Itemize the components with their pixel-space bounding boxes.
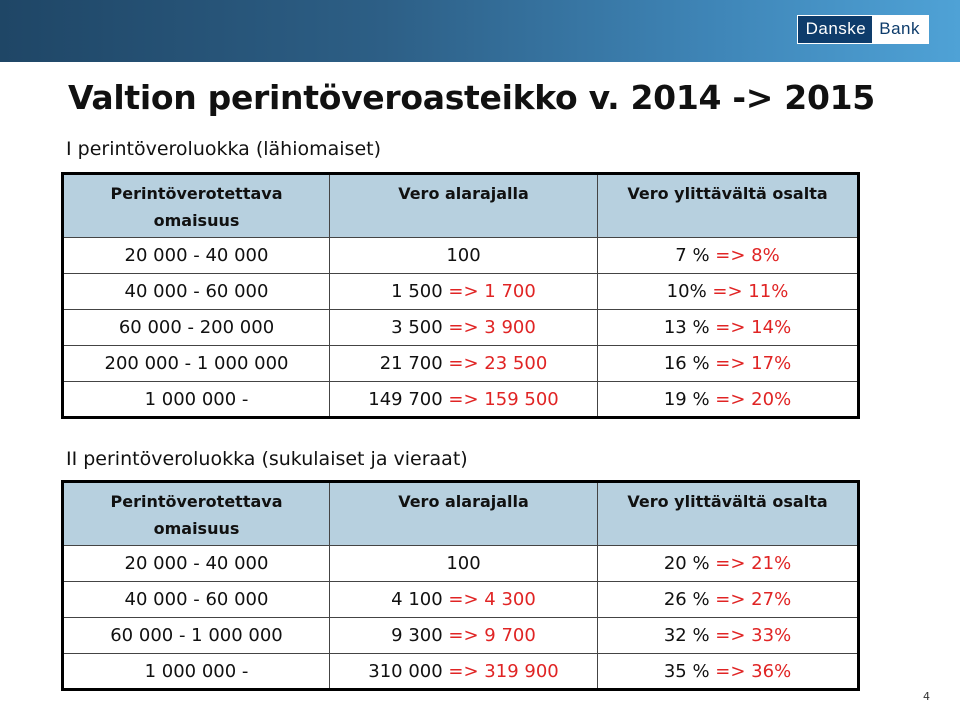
base-tax-new: => 1 700 (448, 281, 536, 302)
base-tax-new: => 159 500 (448, 388, 559, 410)
range-text: 200 000 - 1 000 000 (104, 353, 289, 374)
table2-caption: II perintöveroluokka (sukulaiset ja vier… (66, 448, 468, 470)
range-cell: 20 000 - 40 000 (62, 237, 330, 274)
table-row: 60 000 - 200 000 3 500 => 3 900 13 % => 14… (62, 309, 859, 346)
page-number: 4 (923, 690, 930, 703)
rate-cell: 20 % => 21% (597, 545, 859, 582)
base-tax-new: => 9 700 (448, 625, 536, 646)
rate-new: => 36% (715, 660, 792, 682)
base-tax-old: 149 700 (368, 388, 443, 410)
rate-old: 13 % (663, 317, 710, 338)
header-cell: Vero ylittävältä osalta (597, 481, 859, 546)
rate-old: 10% (666, 281, 707, 302)
header-cell: Vero alarajalla (329, 173, 598, 238)
table-row: 40 000 - 60 000 1 500 => 1 700 10% => 11% (62, 273, 859, 310)
danske-bank-logo: Danske Bank (796, 15, 929, 44)
base-tax-cell: 100 (329, 237, 598, 274)
range-cell: 40 000 - 60 000 (62, 581, 330, 618)
table-row: 1 000 000 -149 700 => 159 500 19 % => 20% (62, 381, 859, 418)
base-tax-new: => 319 900 (448, 660, 559, 682)
base-tax-new: => 23 500 (448, 353, 548, 374)
rate-cell: 13 % => 14% (597, 309, 859, 346)
base-tax-old: 21 700 (379, 353, 443, 374)
range-cell: 1 000 000 - (62, 653, 330, 690)
table-row: 1 000 000 -310 000 => 319 900 35 % => 36% (62, 653, 859, 690)
rate-cell: 7 % => 8% (597, 237, 859, 274)
tax-table-class-2: Perintöverotettava omaisuus Vero alaraja… (61, 480, 860, 691)
rate-old: 7 % (675, 245, 710, 266)
page-title: Valtion perintöveroasteikko v. 2014 -> 2… (68, 78, 875, 117)
rate-old: 35 % (663, 660, 710, 682)
rate-new: => 21% (715, 553, 792, 574)
tax-table-class-1: Perintöverotettava omaisuus Vero alaraja… (61, 172, 860, 419)
rate-old: 19 % (663, 388, 710, 410)
table-row: 20 000 - 40 000 100 20 % => 21% (62, 545, 859, 582)
rate-cell: 19 % => 20% (597, 381, 859, 418)
range-text: 40 000 - 60 000 (124, 281, 269, 302)
range-text: 1 000 000 - (144, 388, 249, 410)
table-row: 20 000 - 40 000 100 7 % => 8% (62, 237, 859, 274)
header-cell: Vero ylittävältä osalta (597, 173, 859, 238)
base-tax-new: => 3 900 (448, 317, 536, 338)
rate-cell: 16 % => 17% (597, 345, 859, 382)
range-text: 60 000 - 1 000 000 (110, 625, 283, 646)
rate-cell: 10% => 11% (597, 273, 859, 310)
range-cell: 1 000 000 - (62, 381, 330, 418)
base-tax-cell: 310 000 => 319 900 (329, 653, 598, 690)
rate-new: => 20% (715, 388, 792, 410)
base-tax-old: 100 (446, 245, 481, 266)
table-row: 60 000 - 1 000 000 9 300 => 9 700 32 % => … (62, 617, 859, 654)
rate-cell: 26 % => 27% (597, 581, 859, 618)
range-cell: 60 000 - 200 000 (62, 309, 330, 346)
rate-cell: 32 % => 33% (597, 617, 859, 654)
table-header-row: Perintöverotettava omaisuus Vero alaraja… (62, 481, 859, 546)
base-tax-cell: 4 100 => 4 300 (329, 581, 598, 618)
table1-caption: I perintöveroluokka (lähiomaiset) (66, 138, 382, 160)
base-tax-cell: 3 500 => 3 900 (329, 309, 598, 346)
base-tax-old: 4 100 (391, 589, 443, 610)
rate-new: => 27% (715, 589, 792, 610)
range-text: 20 000 - 40 000 (124, 553, 269, 574)
rate-new: => 8% (715, 245, 780, 266)
range-text: 20 000 - 40 000 (124, 245, 269, 266)
range-cell: 60 000 - 1 000 000 (62, 617, 330, 654)
rate-old: 26 % (663, 589, 710, 610)
base-tax-cell: 1 500 => 1 700 (329, 273, 598, 310)
table-row: 200 000 - 1 000 000 21 700 => 23 500 16 % … (62, 345, 859, 382)
header-cell: Vero alarajalla (329, 481, 598, 546)
base-tax-old: 3 500 (391, 317, 443, 338)
base-tax-old: 310 000 (368, 660, 443, 682)
rate-old: 20 % (663, 553, 710, 574)
header-banner: Danske Bank (0, 0, 960, 62)
base-tax-cell: 9 300 => 9 700 (329, 617, 598, 654)
rate-cell: 35 % => 36% (597, 653, 859, 690)
base-tax-cell: 149 700 => 159 500 (329, 381, 598, 418)
header-cell: Perintöverotettava omaisuus (62, 481, 330, 546)
rate-old: 16 % (663, 353, 710, 374)
range-text: 60 000 - 200 000 (118, 317, 275, 338)
table-header-row: Perintöverotettava omaisuus Vero alaraja… (62, 173, 859, 238)
range-text: 1 000 000 - (144, 660, 249, 682)
base-tax-old: 9 300 (391, 625, 443, 646)
base-tax-old: 1 500 (391, 281, 443, 302)
rate-new: => 14% (715, 317, 792, 338)
range-cell: 40 000 - 60 000 (62, 273, 330, 310)
rate-new: => 11% (712, 281, 789, 302)
rate-old: 32 % (663, 625, 710, 646)
rate-new: => 17% (715, 353, 792, 374)
base-tax-old: 100 (446, 553, 481, 574)
range-cell: 200 000 - 1 000 000 (62, 345, 330, 382)
range-text: 40 000 - 60 000 (124, 589, 269, 610)
logo-left-text: Danske (797, 16, 874, 43)
rate-new: => 33% (715, 625, 792, 646)
base-tax-cell: 100 (329, 545, 598, 582)
base-tax-cell: 21 700 => 23 500 (329, 345, 598, 382)
header-cell: Perintöverotettava omaisuus (62, 173, 330, 238)
range-cell: 20 000 - 40 000 (62, 545, 330, 582)
base-tax-new: => 4 300 (448, 589, 536, 610)
logo-right-text: Bank (873, 16, 928, 43)
table-row: 40 000 - 60 000 4 100 => 4 300 26 % => 27% (62, 581, 859, 618)
